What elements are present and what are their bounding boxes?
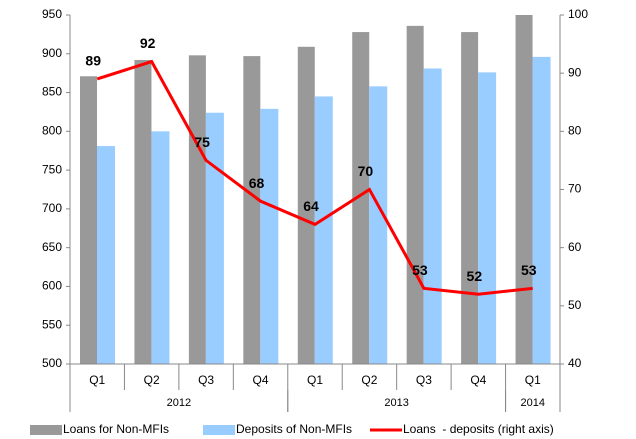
y-tick-label: 600	[42, 279, 62, 293]
x-tick-label: Q2	[361, 373, 377, 387]
y2-tick-label: 90	[568, 65, 582, 79]
y-tick-label: 800	[42, 124, 62, 138]
bar	[515, 15, 533, 364]
bar	[188, 55, 206, 364]
bar	[151, 131, 170, 364]
x-tick-label: Q1	[307, 373, 323, 387]
legend-label: Loans - deposits (right axis)	[403, 422, 554, 436]
group-label: 2014	[521, 397, 545, 409]
bar	[297, 46, 315, 364]
line-series	[96, 59, 533, 296]
x-tick-label: Q2	[144, 373, 160, 387]
y-tick-label: 850	[42, 85, 62, 99]
legend-label: Loans for Non-MFIs	[63, 422, 169, 436]
y-tick-label: 650	[42, 240, 62, 254]
x-tick-label: Q3	[198, 373, 214, 387]
legend-label: Deposits of Non-MFIs	[236, 422, 352, 436]
bar	[205, 112, 224, 364]
value-label: 68	[249, 175, 265, 191]
legend-swatch	[203, 425, 235, 435]
bar	[461, 32, 479, 364]
x-tick-label: Q3	[416, 373, 432, 387]
y-tick-label: 500	[42, 356, 62, 370]
value-label: 53	[412, 262, 428, 278]
bar	[97, 146, 115, 364]
value-label: 64	[303, 198, 319, 214]
group-label: 2012	[167, 397, 191, 409]
y-tick-label: 550	[42, 317, 62, 331]
value-label: 92	[140, 35, 156, 51]
value-label: 75	[194, 134, 210, 150]
value-label: 53	[521, 262, 537, 278]
bar	[243, 56, 261, 365]
x-tick-label: Q4	[253, 373, 269, 387]
y2-tick-label: 100	[568, 7, 588, 21]
y2-tick-label: 50	[568, 298, 582, 312]
y2-tick-label: 40	[568, 356, 582, 370]
x-tick-label: Q1	[89, 373, 105, 387]
bar	[352, 32, 370, 364]
value-label: 52	[467, 268, 483, 284]
bar	[369, 86, 388, 365]
y-tick-label: 750	[42, 162, 62, 176]
y-tick-label: 900	[42, 46, 62, 60]
legend-swatch	[30, 425, 62, 435]
y-tick-label: 700	[42, 201, 62, 215]
y-tick-label: 950	[42, 7, 62, 21]
bar	[478, 72, 497, 364]
x-tick-label: Q4	[470, 373, 486, 387]
bar	[260, 108, 279, 364]
bar	[406, 25, 424, 364]
value-label: 70	[358, 163, 374, 179]
y2-tick-label: 60	[568, 240, 582, 254]
value-label: 89	[85, 53, 101, 69]
bar	[532, 56, 551, 364]
y2-tick-label: 80	[568, 124, 582, 138]
bar	[80, 76, 97, 364]
y2-tick-label: 70	[568, 182, 582, 196]
bar	[314, 96, 333, 364]
group-label: 2013	[384, 397, 408, 409]
bar	[423, 68, 442, 364]
x-tick-label: Q1	[525, 373, 541, 387]
bar	[134, 59, 152, 364]
